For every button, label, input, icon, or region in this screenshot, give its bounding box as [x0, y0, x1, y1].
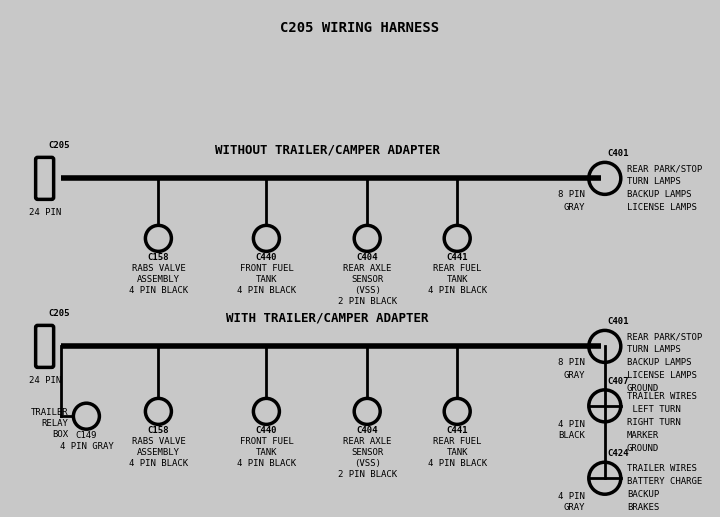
Text: 4 PIN: 4 PIN — [558, 420, 585, 429]
Circle shape — [589, 390, 621, 422]
Circle shape — [354, 225, 380, 251]
Text: LEFT TURN: LEFT TURN — [627, 405, 680, 414]
Text: C441: C441 — [446, 253, 468, 262]
Text: TRAILER: TRAILER — [31, 408, 68, 417]
Text: WITH TRAILER/CAMPER ADAPTER: WITH TRAILER/CAMPER ADAPTER — [226, 311, 429, 324]
Circle shape — [145, 399, 171, 424]
Text: 2 PIN BLACK: 2 PIN BLACK — [338, 297, 397, 307]
FancyBboxPatch shape — [36, 325, 53, 368]
Text: WITHOUT TRAILER/CAMPER ADAPTER: WITHOUT TRAILER/CAMPER ADAPTER — [215, 143, 440, 156]
Circle shape — [444, 225, 470, 251]
Text: C440: C440 — [256, 427, 277, 435]
Text: 24 PIN: 24 PIN — [29, 376, 60, 385]
Text: FRONT FUEL: FRONT FUEL — [240, 264, 293, 273]
Text: ASSEMBLY: ASSEMBLY — [137, 276, 180, 284]
Text: 4 PIN: 4 PIN — [558, 492, 585, 501]
Text: 4 PIN GRAY: 4 PIN GRAY — [60, 442, 113, 451]
Text: RABS VALVE: RABS VALVE — [132, 264, 185, 273]
Circle shape — [354, 399, 380, 424]
Text: RIGHT TURN: RIGHT TURN — [627, 418, 680, 427]
Text: BATTERY CHARGE: BATTERY CHARGE — [627, 477, 702, 486]
Text: TANK: TANK — [446, 448, 468, 458]
Text: 2 PIN BLACK: 2 PIN BLACK — [338, 470, 397, 479]
Text: BACKUP LAMPS: BACKUP LAMPS — [627, 358, 691, 368]
Text: 4 PIN BLACK: 4 PIN BLACK — [428, 286, 487, 295]
Circle shape — [589, 162, 621, 194]
Text: C149: C149 — [76, 431, 97, 440]
Text: MARKER: MARKER — [627, 431, 659, 440]
Text: REAR AXLE: REAR AXLE — [343, 437, 392, 446]
Text: (VSS): (VSS) — [354, 286, 381, 295]
Text: C441: C441 — [446, 427, 468, 435]
Circle shape — [589, 330, 621, 362]
Text: TRAILER WIRES: TRAILER WIRES — [627, 464, 697, 473]
Text: REAR FUEL: REAR FUEL — [433, 437, 482, 446]
Text: ASSEMBLY: ASSEMBLY — [137, 448, 180, 458]
Text: C401: C401 — [608, 317, 629, 326]
Text: FRONT FUEL: FRONT FUEL — [240, 437, 293, 446]
Text: BOX: BOX — [53, 430, 68, 439]
Text: 8 PIN: 8 PIN — [558, 358, 585, 368]
Text: BACKUP: BACKUP — [627, 490, 659, 499]
Text: C404: C404 — [356, 253, 378, 262]
Text: SENSOR: SENSOR — [351, 448, 383, 458]
Text: C440: C440 — [256, 253, 277, 262]
Circle shape — [589, 462, 621, 494]
Text: REAR AXLE: REAR AXLE — [343, 264, 392, 273]
Circle shape — [444, 399, 470, 424]
Text: C404: C404 — [356, 427, 378, 435]
Text: TANK: TANK — [256, 448, 277, 458]
Text: 4 PIN BLACK: 4 PIN BLACK — [129, 286, 188, 295]
Text: BRAKES: BRAKES — [627, 503, 659, 512]
FancyBboxPatch shape — [36, 157, 53, 200]
Circle shape — [73, 403, 99, 429]
Text: REAR FUEL: REAR FUEL — [433, 264, 482, 273]
Text: TRAILER WIRES: TRAILER WIRES — [627, 392, 697, 401]
Text: RELAY: RELAY — [42, 419, 68, 428]
Circle shape — [253, 399, 279, 424]
Text: (VSS): (VSS) — [354, 460, 381, 468]
Text: 8 PIN: 8 PIN — [558, 190, 585, 200]
Text: LICENSE LAMPS: LICENSE LAMPS — [627, 371, 697, 381]
Text: BLACK: BLACK — [558, 431, 585, 440]
Text: C424: C424 — [608, 449, 629, 458]
Text: GRAY: GRAY — [563, 203, 585, 212]
Text: C407: C407 — [608, 377, 629, 386]
Text: C205: C205 — [49, 141, 70, 150]
Text: TANK: TANK — [256, 276, 277, 284]
Text: 4 PIN BLACK: 4 PIN BLACK — [237, 460, 296, 468]
Text: RABS VALVE: RABS VALVE — [132, 437, 185, 446]
Text: GROUND: GROUND — [627, 444, 659, 453]
Text: REAR PARK/STOP: REAR PARK/STOP — [627, 332, 702, 341]
Text: REAR PARK/STOP: REAR PARK/STOP — [627, 164, 702, 173]
Text: C158: C158 — [148, 253, 169, 262]
Text: TURN LAMPS: TURN LAMPS — [627, 345, 680, 354]
Text: C205: C205 — [49, 309, 70, 318]
Text: BACKUP LAMPS: BACKUP LAMPS — [627, 190, 691, 200]
Text: 4 PIN BLACK: 4 PIN BLACK — [129, 460, 188, 468]
Text: GROUND: GROUND — [627, 385, 659, 393]
Circle shape — [145, 225, 171, 251]
Circle shape — [253, 225, 279, 251]
Text: GRAY: GRAY — [563, 503, 585, 512]
Text: TURN LAMPS: TURN LAMPS — [627, 177, 680, 186]
Text: SENSOR: SENSOR — [351, 276, 383, 284]
Text: C158: C158 — [148, 427, 169, 435]
Text: C205 WIRING HARNESS: C205 WIRING HARNESS — [280, 21, 440, 36]
Text: C401: C401 — [608, 149, 629, 158]
Text: GRAY: GRAY — [563, 371, 585, 381]
Text: LICENSE LAMPS: LICENSE LAMPS — [627, 203, 697, 212]
Text: 4 PIN BLACK: 4 PIN BLACK — [428, 460, 487, 468]
Text: TANK: TANK — [446, 276, 468, 284]
Text: 4 PIN BLACK: 4 PIN BLACK — [237, 286, 296, 295]
Text: 24 PIN: 24 PIN — [29, 208, 60, 217]
